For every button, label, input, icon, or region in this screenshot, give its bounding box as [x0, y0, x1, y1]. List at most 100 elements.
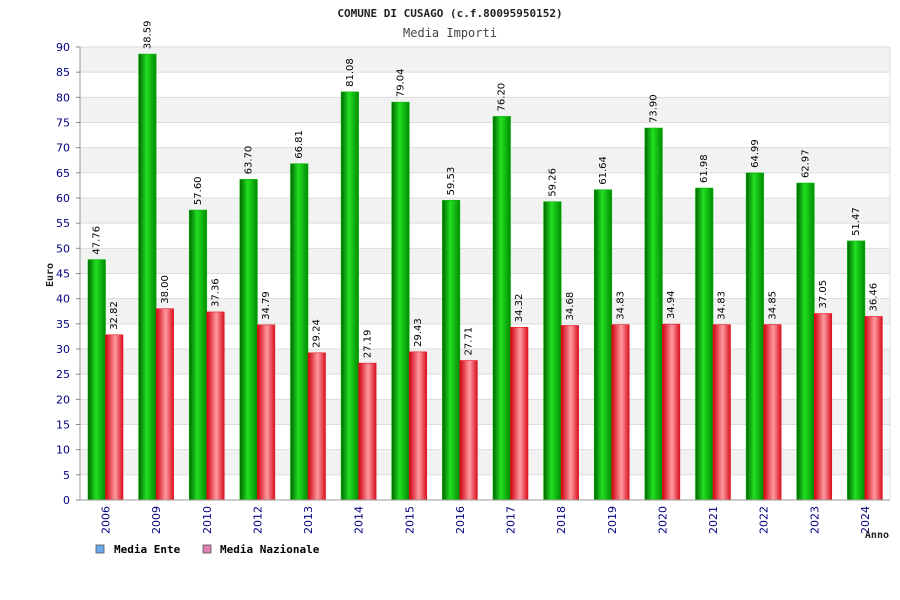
x-tick-label: 2016 — [454, 506, 467, 534]
bar-media-ente — [340, 91, 359, 501]
value-label: 76.20 — [497, 83, 508, 112]
value-label: 64.99 — [750, 139, 761, 168]
value-label: 37.36 — [211, 278, 222, 307]
y-tick-label: 80 — [56, 91, 70, 104]
bar-media-ente — [391, 101, 410, 501]
x-tick-labels: 2006 2009 2010 2012 2013 2014 2015 2016 2017 2018… — [100, 506, 872, 534]
value-label: 27.19 — [362, 330, 373, 359]
legend-swatch-nazionale — [202, 544, 212, 554]
x-tick-label: 2006 — [100, 506, 113, 534]
legend-swatch-ente — [95, 544, 105, 554]
value-label: 34.68 — [565, 292, 576, 321]
plot-band — [80, 122, 890, 148]
bar-media-ente — [543, 201, 562, 501]
y-tick-label: 35 — [56, 318, 70, 331]
y-tick-label: 25 — [56, 368, 70, 381]
value-labels: 47.76 32.82 38.59 38.00 57.60 37.36 63.70 34.79… — [92, 20, 880, 358]
bar-media-nazionale — [206, 311, 225, 501]
legend-label-ente: Media Ente — [114, 543, 181, 556]
value-label: 57.60 — [193, 176, 204, 205]
chart-title: COMUNE DI CUSAGO (c.f.80095950152) — [337, 7, 562, 20]
y-tick-labels: 0 5 10 15 20 25 30 35 40 45 50 55 60 65 70 75 80 85 90 — [56, 41, 80, 507]
y-axis-label: Euro — [45, 263, 56, 287]
plot-band — [80, 97, 890, 123]
y-tick-label: 60 — [56, 192, 70, 205]
value-label: 34.94 — [666, 290, 677, 319]
value-label: 81.08 — [345, 58, 356, 87]
value-label: 34.85 — [767, 291, 778, 320]
x-tick-label: 2022 — [758, 506, 771, 534]
bar-media-ente — [593, 189, 613, 501]
value-label: 79.04 — [396, 69, 407, 98]
y-tick-label: 30 — [56, 343, 70, 356]
bar-media-ente — [188, 209, 208, 501]
bar-media-nazionale — [257, 324, 276, 501]
x-tick-label: 2020 — [656, 506, 669, 534]
value-label: 63.70 — [244, 146, 255, 175]
x-tick-label: 2014 — [353, 506, 366, 534]
bar-media-nazionale — [560, 325, 579, 501]
y-tick-label: 15 — [56, 419, 70, 432]
x-tick-label: 2015 — [403, 506, 416, 534]
value-label: 29.24 — [312, 319, 323, 348]
x-tick-label: 2023 — [808, 506, 821, 534]
x-tick-label: 2024 — [859, 506, 872, 534]
x-tick-label: 2021 — [707, 506, 720, 534]
value-label: 61.98 — [699, 154, 710, 183]
y-tick-label: 40 — [56, 293, 70, 306]
legend: Media Ente Media Nazionale — [95, 543, 320, 556]
y-tick-label: 50 — [56, 242, 70, 255]
value-label: 36.46 — [869, 283, 880, 312]
bar-media-nazionale — [307, 352, 326, 501]
value-label: 61.64 — [598, 156, 609, 185]
value-label: 34.83 — [717, 291, 728, 320]
x-tick-label: 2009 — [150, 506, 163, 534]
bar-media-nazionale — [712, 324, 731, 501]
value-label: 47.76 — [92, 226, 103, 255]
x-axis-label: Anno — [865, 530, 889, 541]
y-tick-label: 10 — [56, 444, 70, 457]
value-label: 34.83 — [616, 291, 627, 320]
bar-media-nazionale — [763, 324, 782, 501]
bar-media-nazionale — [459, 360, 478, 501]
value-label: 73.90 — [649, 94, 660, 123]
value-label: 38.00 — [160, 275, 171, 304]
bar-media-nazionale — [662, 323, 681, 501]
bar-media-ente — [745, 172, 764, 501]
value-label: 51.47 — [851, 207, 862, 236]
legend-label-nazionale: Media Nazionale — [220, 543, 320, 556]
y-tick-label: 65 — [56, 167, 70, 180]
x-tick-label: 2017 — [505, 506, 518, 534]
y-tick-label: 5 — [63, 469, 70, 482]
value-label: 34.79 — [261, 291, 272, 320]
x-tick-label: 2012 — [251, 506, 264, 534]
plot-band — [80, 72, 890, 98]
value-label: 62.97 — [801, 149, 812, 178]
bar-media-ente — [847, 240, 866, 501]
bar-media-ente — [492, 116, 511, 501]
y-tick-label: 0 — [63, 494, 70, 507]
bars — [87, 53, 883, 501]
bar-media-ente — [290, 163, 309, 501]
y-tick-label: 20 — [56, 393, 70, 406]
bar-media-nazionale — [105, 334, 124, 501]
x-tick-label: 2019 — [606, 506, 619, 534]
value-label: 32.82 — [109, 301, 120, 330]
bar-media-nazionale — [813, 313, 833, 501]
y-tick-label: 70 — [56, 142, 70, 155]
value-label: 29.43 — [413, 318, 424, 347]
chart-subtitle: Media Importi — [403, 26, 497, 40]
value-label: 38.59 — [142, 20, 153, 49]
plot-band — [80, 147, 890, 173]
x-tick-label: 2013 — [302, 506, 315, 534]
y-tick-label: 45 — [56, 268, 70, 281]
bar-media-nazionale — [155, 308, 174, 501]
bar-media-ente — [695, 187, 714, 501]
y-tick-label: 90 — [56, 41, 70, 54]
bar-media-nazionale — [864, 316, 883, 501]
bar-media-ente — [796, 182, 815, 501]
value-label: 66.81 — [294, 130, 305, 159]
value-label: 27.71 — [464, 327, 475, 356]
bar-media-nazionale — [611, 324, 630, 501]
y-tick-label: 85 — [56, 66, 70, 79]
